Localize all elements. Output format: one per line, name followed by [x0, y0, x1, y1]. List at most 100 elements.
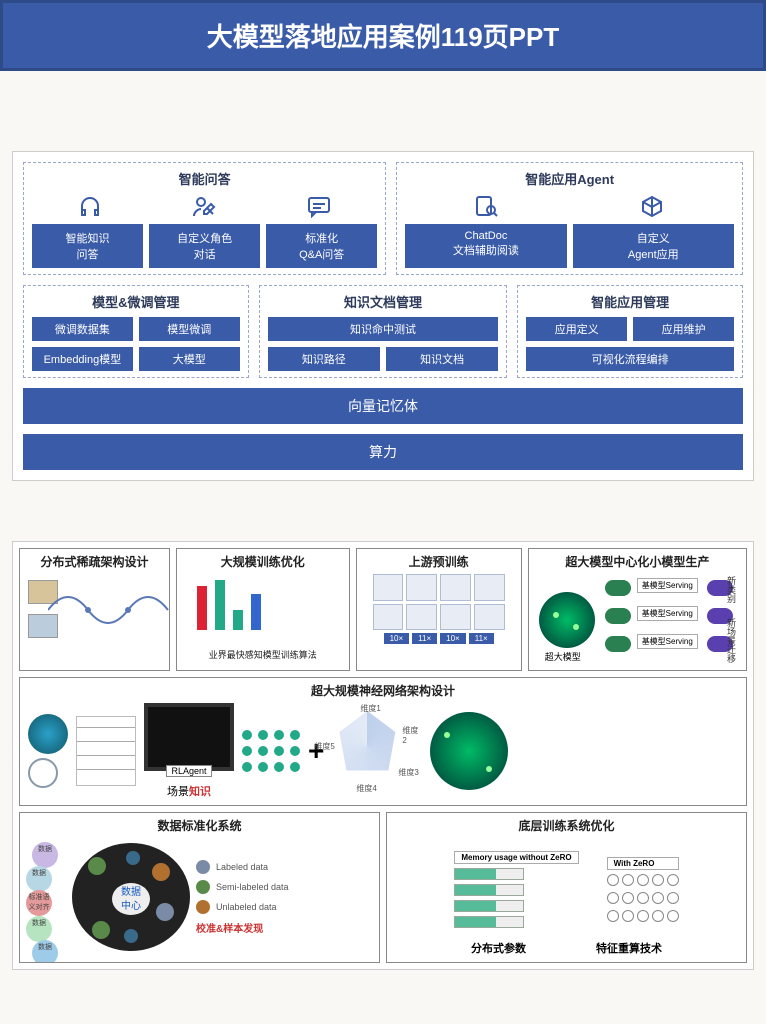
section-app-mgmt: 智能应用管理 应用定义 应用维护 可视化流程编排: [517, 285, 743, 378]
dot-icon: [88, 857, 106, 875]
opt-h1: Memory usage without ZeRO: [454, 851, 578, 864]
pretrain-title: 上游预训练: [363, 553, 515, 570]
data-std-title: 数据标准化系统: [26, 817, 373, 834]
doc-search-icon: [473, 194, 501, 218]
chip-mm-3: 大模型: [139, 347, 240, 371]
neural-flow: RLAgent 场景知识 + 维度1 维度2 维度3 维度4 维度5: [28, 703, 738, 799]
box-neural-arch: 超大规模神经网络架构设计 RLAgent 场景知识 +: [19, 677, 747, 806]
box-sparse-arch: 分布式稀疏架构设计: [19, 548, 170, 671]
sysopt-diagram: Memory usage without ZeRO With ZeRO: [393, 838, 740, 956]
bubble: 数据: [26, 866, 52, 892]
chip-dm-0: 知识路径: [268, 347, 380, 371]
chat-icon: [306, 194, 334, 218]
chip-dm-top: 知识命中测试: [268, 317, 499, 341]
swatch-icon: [196, 860, 210, 874]
section-qa-title: 智能问答: [32, 169, 377, 188]
bar: [233, 610, 243, 630]
prod-title: 超大模型中心化小模型生产: [535, 553, 740, 570]
bar-vector-memory: 向量记忆体: [23, 388, 743, 424]
bar: [197, 586, 207, 630]
t: 数据: [121, 887, 141, 898]
center-label: 超大模型: [545, 650, 581, 663]
src-pill: [605, 636, 631, 652]
dim: 维度3: [398, 767, 418, 778]
t: 知识: [189, 786, 211, 798]
chip-qa-2: 标准化 Q&A问答: [266, 224, 377, 268]
side-label: 新类别: [725, 576, 738, 603]
dot-icon: [126, 851, 140, 865]
cluster-center: 数据 中心: [112, 883, 150, 915]
section-qa: 智能问答 智能知识 问答 自定义角色 对话 标准化 Q&A问答: [23, 162, 386, 275]
dim: 维度2: [402, 725, 422, 745]
bubble: 标准语义对齐: [26, 890, 52, 916]
bar-icon: [454, 884, 524, 896]
dim: 维度4: [356, 783, 376, 794]
tag: 基模型Serving: [637, 606, 698, 621]
network-sphere-icon: [430, 712, 508, 790]
pretrain-grid: [373, 574, 505, 630]
chip-mm-0: 微调数据集: [32, 317, 133, 341]
legend-row: Unlabeled data: [196, 900, 289, 914]
chip-agent-1: 自定义 Agent应用: [573, 224, 734, 268]
chip-agent-0: ChatDoc 文档辅助阅读: [405, 224, 566, 268]
brain-icon: [28, 714, 68, 754]
chip-mm-1: 模型微调: [139, 317, 240, 341]
chip-qa-0: 智能知识 问答: [32, 224, 143, 268]
training-pipeline-panel: 分布式稀疏架构设计 大规模训练优化 业界最快感知模型训练算法 上游预训练: [12, 541, 754, 970]
sparse-diagram: [26, 574, 163, 646]
num: 11×: [412, 633, 437, 644]
legend-caption: 校准&样本发现: [196, 920, 289, 935]
cap1: 分布式参数: [471, 940, 526, 956]
bubble: 数据: [32, 842, 58, 868]
head-icon: [28, 758, 58, 788]
outer-bubbles: 数据数据标准语义对齐数据数据: [26, 842, 66, 952]
swatch-icon: [196, 880, 210, 894]
chip-dm-1: 知识文档: [386, 347, 498, 371]
num: 10×: [440, 633, 466, 644]
dot-icon: [156, 903, 174, 921]
section-agent: 智能应用Agent ChatDoc 文档辅助阅读 自定义 Agent应用: [396, 162, 743, 275]
agent-label: RLAgent: [166, 765, 211, 777]
box-pretrain: 上游预训练 10× 11× 10× 11×: [356, 548, 522, 671]
headset-icon: [76, 194, 104, 218]
dot-icon: [124, 929, 138, 943]
cube-icon: [638, 194, 666, 218]
chip-am-0: 应用定义: [526, 317, 627, 341]
dim: 维度5: [314, 741, 334, 752]
dim: 维度1: [360, 703, 380, 714]
cluster-circle: 数据 中心: [72, 843, 190, 951]
prod-diagram: 超大模型 基模型Serving 基模型Serving 基模型Serving 新类…: [535, 574, 740, 664]
section-model-mgmt: 模型&微调管理 微调数据集 模型微调 Embedding模型 大模型: [23, 285, 249, 378]
doc-mgmt-title: 知识文档管理: [268, 292, 499, 311]
tag: 基模型Serving: [637, 578, 698, 593]
cap2: 特征重算技术: [596, 940, 662, 956]
num: 10×: [384, 633, 410, 644]
legend-text: Labeled data: [216, 862, 268, 872]
signal-icon: [76, 716, 136, 786]
box-production: 超大模型中心化小模型生产 超大模型 基模型Serving 基模型Serving …: [528, 548, 747, 671]
trainopt-title: 大规模训练优化: [183, 553, 343, 570]
swatch-icon: [196, 900, 210, 914]
tag: 基模型Serving: [637, 634, 698, 649]
legend-text: Unlabeled data: [216, 902, 277, 912]
architecture-panel: 智能问答 智能知识 问答 自定义角色 对话 标准化 Q&A问答 智能应用Agen…: [12, 151, 754, 481]
sysopt-title: 底层训练系统优化: [393, 817, 740, 834]
t: 中心: [121, 901, 141, 912]
num: 11×: [469, 633, 494, 644]
chip-am-1: 应用维护: [633, 317, 734, 341]
chip-qa-1: 自定义角色 对话: [149, 224, 260, 268]
legend-text: Semi-labeled data: [216, 882, 289, 892]
bar: [251, 594, 261, 630]
dot-icon: [92, 921, 110, 939]
section-doc-mgmt: 知识文档管理 知识命中测试 知识路径 知识文档: [259, 285, 508, 378]
bar-icon: [454, 868, 524, 880]
node-grid-icon: [242, 730, 300, 772]
neural-title: 超大规模神经网络架构设计: [28, 682, 738, 699]
section-agent-title: 智能应用Agent: [405, 169, 734, 188]
bubble: 数据: [26, 916, 52, 942]
scene-label: 场景知识: [167, 783, 211, 799]
dot-icon: [152, 863, 170, 881]
bar: [215, 580, 225, 630]
radar-chart: 维度1 维度2 维度3 维度4 维度5: [332, 711, 422, 791]
src-pill: [605, 580, 631, 596]
